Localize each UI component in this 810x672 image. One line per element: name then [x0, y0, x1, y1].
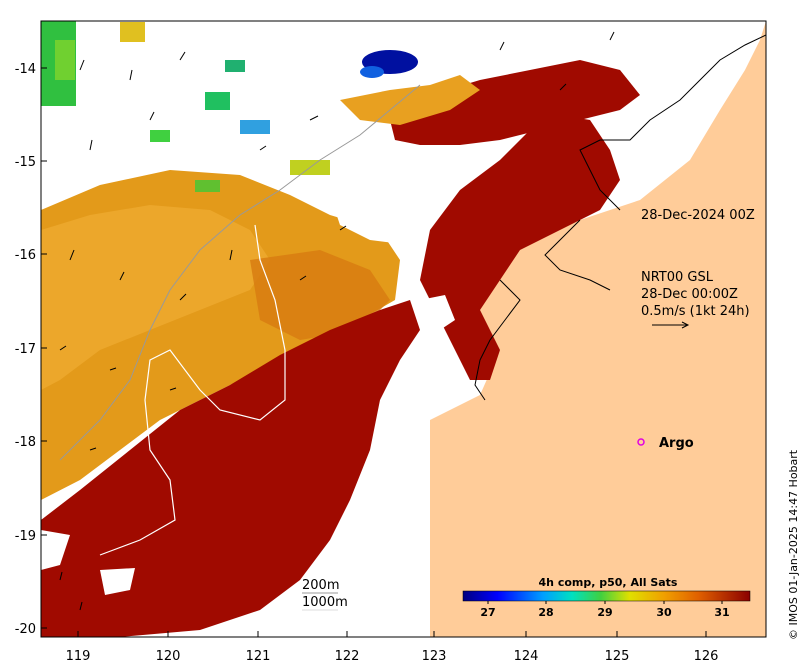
y-axis: -14 -15 -16 -17 -18 -19 -20 [15, 62, 47, 637]
x-axis: 119 120 121 122 123 124 125 126 [66, 631, 719, 664]
current-vectors [59, 31, 615, 611]
y-tick-label: -16 [15, 248, 36, 263]
cool-patches [41, 21, 330, 192]
contour-1000m-label: 1000m [302, 595, 348, 610]
y-tick-label: -14 [15, 62, 36, 77]
colorbar: 4h comp, p50, All Sats 27 28 29 30 31 [462, 576, 751, 619]
warm-water-2 [41, 205, 270, 390]
x-tick-label: 122 [335, 649, 360, 664]
x-tick-label: 125 [605, 649, 630, 664]
contour-200m [59, 84, 421, 461]
y-tick-label: -20 [15, 622, 36, 637]
land-mass [420, 21, 766, 637]
y-tick-label: -17 [15, 342, 36, 357]
x-tick-label: 121 [246, 649, 271, 664]
contour-200m-label: 200m [302, 578, 339, 593]
colorbar-tick: 27 [480, 606, 495, 619]
current-time-label: 28-Dec 00:00Z [641, 287, 738, 302]
x-tick-label: 119 [66, 649, 91, 664]
y-tick-label: -19 [15, 529, 36, 544]
cloud-gaps [41, 180, 455, 595]
coastline [474, 34, 766, 401]
hot-water-south [41, 300, 420, 637]
plot-area [41, 21, 766, 637]
x-tick-label: 123 [422, 649, 447, 664]
colorbar-tick: 31 [714, 606, 729, 619]
plot-frame [40, 20, 767, 638]
current-source-label: NRT00 GSL [641, 270, 714, 285]
x-tick-label: 120 [156, 649, 181, 664]
hot-water-north [390, 60, 640, 145]
x-tick-label: 124 [514, 649, 539, 664]
current-scale-label: 0.5m/s (1kt 24h) [641, 304, 750, 319]
colorbar-tick: 28 [538, 606, 553, 619]
credit-label: © IMOS 01-Jan-2025 14:47 Hobart [787, 449, 800, 640]
y-tick-label: -18 [15, 435, 36, 450]
colorbar-tick: 29 [597, 606, 612, 619]
scale-arrow [652, 321, 690, 329]
warm-patch-north [340, 75, 480, 125]
colorbar-title: 4h comp, p50, All Sats [539, 576, 678, 589]
colorbar-tick: 30 [656, 606, 672, 619]
hot-water-east [420, 115, 620, 380]
y-tick-label: -15 [15, 155, 36, 170]
argo-label: Argo [659, 436, 694, 451]
warm-water-3 [250, 250, 390, 340]
contour-1000m [99, 224, 286, 556]
argo-marker[interactable] [637, 438, 645, 446]
x-tick-label: 126 [694, 649, 719, 664]
date-label: 28-Dec-2024 00Z [641, 208, 755, 223]
